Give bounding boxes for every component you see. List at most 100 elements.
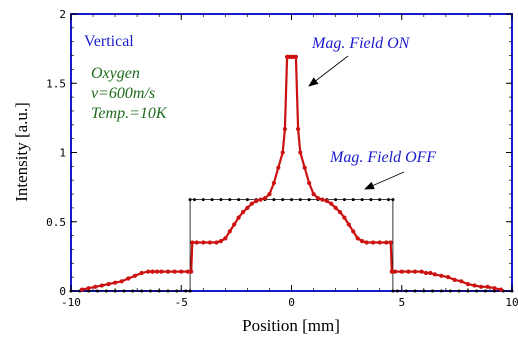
data-point-on [485,284,490,289]
data-point-off [201,198,205,202]
field-off-label: Mag. Field OFF [329,149,436,166]
data-point-off [87,289,91,293]
data-point-off [439,289,443,293]
data-point-on [342,215,347,220]
data-point-off [391,289,395,293]
data-point-off [210,198,214,202]
velocity-label: v=600m/s [91,85,155,102]
data-point-on [298,150,303,155]
data-point-on [276,165,281,170]
data-point-off [404,289,408,293]
data-point-off [351,198,355,202]
data-point-on [439,273,444,278]
data-point-on [106,282,111,287]
data-point-off [228,198,232,202]
data-point-on [113,280,118,285]
data-point-on [346,222,351,227]
x-tick-label: -10 [61,296,81,309]
data-point-on [388,240,393,245]
data-point-on [351,229,356,234]
data-point-on [355,236,360,241]
data-point-on [254,198,259,204]
data-point-off [422,289,426,293]
data-point-on [307,180,312,186]
data-point-off [360,198,364,202]
data-point-on [146,269,151,274]
data-point-on [240,210,246,215]
data-point-on [93,284,98,289]
data-point-on [472,283,477,288]
y-tick-labels: 0 0.5 1 1.5 2 [46,8,66,298]
data-point-on [320,197,325,202]
data-point-on [218,239,223,244]
data-point-on [132,273,137,278]
data-point-on [207,240,212,245]
data-point-on [249,201,254,206]
data-point-on [262,196,268,201]
data-point-off [431,289,435,293]
data-point-off [219,198,223,202]
data-point-off [175,289,179,293]
y-tick-label: 2 [59,8,66,21]
data-point-on [119,279,124,284]
data-point-on [479,284,484,289]
data-point-off [298,198,302,202]
data-point-on [154,269,160,274]
data-point-on [337,210,343,215]
data-point-off [466,289,470,293]
data-point-on [333,205,338,210]
data-point-on [406,269,411,274]
data-point-on [446,275,451,280]
field-on-arrow [308,55,349,87]
data-point-on [498,287,504,292]
data-point-on [360,239,365,244]
data-point-off [96,289,99,293]
data-point-on [282,126,287,132]
orientation-label: Vertical [84,33,134,50]
data-point-off [157,289,161,293]
data-point-on [423,270,429,276]
data-point-off [484,289,487,293]
data-point-on [150,269,155,274]
species-label: Oxygen [91,65,140,82]
data-point-off [113,289,117,293]
x-tick-label: 10 [505,296,518,309]
data-point-on [271,180,276,186]
data-point-off [290,198,293,202]
data-point-off [457,289,461,293]
temperature-label: Temp.=10K [91,105,168,122]
data-point-on [389,269,394,274]
x-tick-labels: -10 -5 0 5 10 [61,296,518,309]
data-point-on [194,240,199,245]
data-point-off [104,289,108,293]
field-off-arrow [364,171,405,190]
data-point-off [69,289,73,293]
data-point-off [272,198,276,202]
data-point-on [139,270,144,276]
data-point-off [184,289,188,293]
data-point-on [293,54,298,60]
data-point-on [296,126,301,132]
data-point-on [465,282,470,287]
y-tick-label: 1 [59,147,66,160]
series-field-on [79,54,504,292]
data-point-off [237,198,241,202]
data-point-off [188,198,192,202]
data-point-on [419,269,424,274]
data-point-on [371,240,376,245]
x-tick-label: 0 [288,296,295,309]
data-point-off [245,198,249,202]
data-point-on [267,192,272,197]
data-point-on [236,215,241,220]
data-point-on [364,240,369,245]
data-point-on [280,150,285,155]
data-point-on [179,269,184,274]
data-point-on [223,236,228,241]
x-tick-label: 5 [398,296,405,309]
data-point-off [140,289,144,293]
data-point-on [79,287,85,292]
data-point-on [428,270,433,276]
data-point-on [432,272,437,277]
data-point-off [387,198,390,202]
